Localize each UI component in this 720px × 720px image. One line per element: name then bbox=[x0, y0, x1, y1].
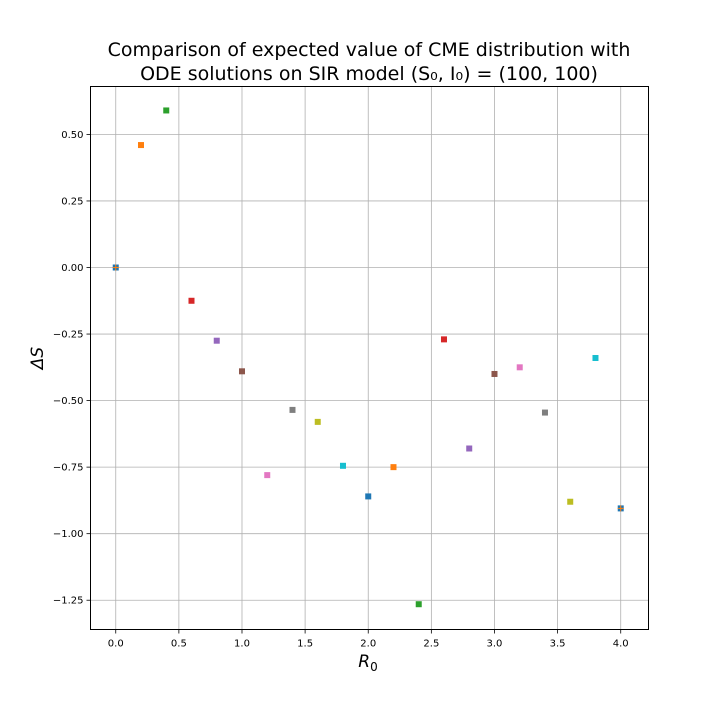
x-tick-label: 3.0 bbox=[487, 639, 503, 650]
grid-layer bbox=[90, 86, 649, 630]
data-point bbox=[339, 462, 346, 469]
data-point bbox=[188, 297, 195, 304]
data-point bbox=[491, 370, 498, 377]
data-point bbox=[466, 445, 473, 452]
data-point bbox=[365, 493, 372, 500]
data-point bbox=[137, 142, 144, 149]
data-point bbox=[238, 368, 245, 375]
data-point bbox=[541, 409, 548, 416]
data-point bbox=[163, 107, 170, 114]
x-tick-label: 1.0 bbox=[234, 639, 250, 650]
x-tick-label: 2.0 bbox=[360, 639, 376, 650]
data-point bbox=[415, 601, 422, 608]
data-point bbox=[390, 464, 397, 471]
data-point bbox=[213, 337, 220, 344]
x-tick-label: 1.5 bbox=[297, 639, 313, 650]
y-tick-label: −0.25 bbox=[53, 330, 84, 341]
data-point bbox=[440, 336, 447, 343]
plot-frame bbox=[90, 86, 649, 630]
chart-title-line-2-text: ODE solutions on SIR model bbox=[140, 63, 411, 85]
x-tick-label: 3.5 bbox=[550, 639, 566, 650]
x-axis-label: R0 bbox=[358, 652, 377, 674]
data-point bbox=[592, 355, 599, 361]
x-axis-label-subscript: 0 bbox=[370, 660, 378, 674]
y-tick-label: 0.50 bbox=[61, 130, 83, 141]
x-axis-label-base: R bbox=[358, 652, 370, 672]
y-tick-label: −1.25 bbox=[53, 596, 84, 607]
tick-layer: 0.0 0.5 1.0 1.5 2.0 2.5 3.0 3.5 4.0 0.50 0.25 0.00 −… bbox=[53, 130, 629, 650]
y-axis-label: ΔS bbox=[28, 347, 48, 372]
point-layer bbox=[112, 107, 624, 608]
x-tick-label: 0.5 bbox=[171, 639, 187, 650]
y-tick-label: −0.50 bbox=[53, 396, 84, 407]
y-tick-label: 0.25 bbox=[61, 196, 83, 207]
chart-title-line-2-math: (S₀, I₀) = (100, 100) bbox=[411, 63, 598, 85]
data-point bbox=[264, 472, 271, 479]
data-point bbox=[289, 406, 296, 413]
y-tick-label: 0.00 bbox=[61, 263, 83, 274]
data-point bbox=[567, 498, 574, 505]
chart-title-line-1: Comparison of expected value of CME dist… bbox=[108, 39, 631, 61]
chart-title-line-2: ODE solutions on SIR model (S₀, I₀) = (1… bbox=[140, 63, 598, 85]
data-point bbox=[516, 364, 523, 371]
x-tick-label: 2.5 bbox=[423, 639, 439, 650]
x-tick-label: 0.0 bbox=[108, 639, 124, 650]
y-tick-label: −0.75 bbox=[53, 463, 84, 474]
y-tick-label: −1.00 bbox=[53, 529, 84, 540]
data-point bbox=[314, 418, 321, 425]
x-tick-label: 4.0 bbox=[613, 639, 629, 650]
